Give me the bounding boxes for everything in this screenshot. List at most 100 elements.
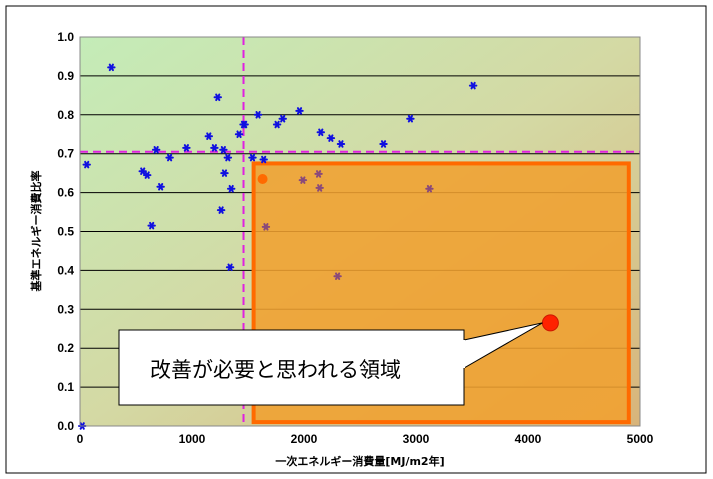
data-point bbox=[182, 144, 191, 152]
data-point bbox=[213, 93, 222, 102]
x-tick-label: 5000 bbox=[627, 432, 654, 446]
annotation-callout: 改善が必要と思われる領域 bbox=[118, 322, 543, 406]
data-point-core bbox=[381, 142, 386, 146]
data-point bbox=[259, 155, 268, 164]
y-tick-label: 0.4 bbox=[57, 263, 74, 277]
data-point-core bbox=[319, 130, 323, 135]
y-tick-label: 0.6 bbox=[57, 186, 74, 200]
data-point bbox=[156, 182, 165, 191]
data-point-core bbox=[256, 113, 260, 117]
data-point bbox=[468, 81, 478, 90]
data-point bbox=[138, 167, 147, 175]
data-point-core bbox=[229, 186, 233, 191]
data-point bbox=[147, 221, 156, 230]
data-point-core bbox=[237, 132, 241, 137]
data-point bbox=[316, 128, 325, 137]
data-point-core bbox=[207, 134, 211, 138]
data-point bbox=[278, 114, 287, 123]
data-point-core bbox=[222, 171, 227, 175]
y-tick-label: 0.2 bbox=[57, 341, 74, 355]
data-point bbox=[298, 176, 308, 184]
data-point-core bbox=[280, 116, 285, 121]
y-tick-label: 1.0 bbox=[57, 30, 74, 44]
data-point bbox=[216, 206, 226, 214]
data-point bbox=[248, 153, 257, 162]
data-point-core bbox=[167, 155, 172, 160]
data-point-core bbox=[261, 157, 266, 162]
data-point bbox=[336, 140, 346, 148]
data-point-core bbox=[212, 146, 217, 150]
data-point-core bbox=[140, 169, 145, 174]
highlighted-point-orange bbox=[257, 173, 268, 184]
x-tick-labels: 0 1000 2000 3000 4000 5000 bbox=[77, 432, 654, 446]
y-tick-label: 0.7 bbox=[57, 147, 74, 161]
data-point-core bbox=[316, 172, 321, 176]
x-tick-label: 3000 bbox=[403, 432, 430, 446]
data-point bbox=[143, 171, 152, 179]
data-point-core bbox=[339, 142, 343, 146]
data-point-core bbox=[275, 122, 279, 127]
data-point-core bbox=[84, 162, 89, 167]
reference-lines bbox=[80, 37, 640, 426]
data-point bbox=[210, 144, 219, 152]
data-point-core bbox=[149, 223, 154, 228]
data-point bbox=[223, 153, 233, 162]
data-point bbox=[227, 184, 236, 193]
highlighted-point-red bbox=[541, 314, 559, 332]
annotation-text: 改善が必要と思われる領域 bbox=[150, 358, 401, 382]
data-point-core bbox=[317, 186, 322, 190]
data-point bbox=[253, 111, 263, 119]
data-point-core bbox=[242, 122, 247, 127]
data-point-core bbox=[329, 136, 333, 140]
data-point bbox=[295, 107, 304, 115]
data-point-core bbox=[219, 208, 223, 212]
data-point bbox=[261, 223, 271, 231]
data-point bbox=[272, 120, 282, 129]
data-point bbox=[425, 184, 434, 193]
data-point-core bbox=[154, 148, 158, 152]
data-point-core bbox=[184, 146, 189, 150]
data-point bbox=[220, 169, 229, 177]
plot-frame bbox=[79, 36, 641, 427]
y-tick-label: 0.1 bbox=[57, 380, 74, 394]
y-tick-label: 0.8 bbox=[57, 108, 74, 122]
x-tick-label: 0 bbox=[77, 432, 84, 446]
data-point bbox=[82, 160, 91, 169]
data-point bbox=[315, 184, 324, 192]
data-point-core bbox=[335, 274, 340, 279]
data-point-core bbox=[226, 155, 230, 160]
data-point bbox=[219, 146, 228, 154]
data-point-core bbox=[471, 83, 475, 88]
data-point-core bbox=[408, 116, 413, 121]
data-point-core bbox=[109, 65, 114, 70]
x-axis-title: 一次エネルギー消費量[MJ/m2年] bbox=[275, 454, 444, 468]
data-point bbox=[151, 146, 161, 154]
callout-box bbox=[118, 329, 465, 406]
data-point-core bbox=[301, 178, 305, 182]
data-point-core bbox=[297, 109, 302, 113]
y-tick-label: 0.9 bbox=[57, 69, 74, 83]
data-point-core bbox=[221, 148, 226, 152]
data-point bbox=[326, 134, 336, 142]
y-tick-label: 0.5 bbox=[57, 225, 74, 239]
data-point bbox=[314, 170, 323, 178]
data-point bbox=[240, 120, 249, 129]
data-point-core bbox=[228, 265, 232, 270]
x-tick-label: 2000 bbox=[291, 432, 318, 446]
data-point bbox=[204, 132, 213, 140]
data-point-core bbox=[215, 95, 220, 100]
data-point bbox=[234, 130, 244, 139]
data-point-core bbox=[145, 173, 149, 177]
data-point-core bbox=[264, 225, 268, 229]
data-point bbox=[379, 140, 388, 148]
y-tick-label: 0.3 bbox=[57, 302, 74, 316]
data-point bbox=[333, 272, 342, 281]
data-point bbox=[165, 153, 174, 162]
y-tick-labels: 0.0 0.1 0.2 0.3 0.4 0.5 0.6 0.7 0.8 0.9 1.0 bbox=[57, 30, 74, 433]
x-tick-label: 1000 bbox=[179, 432, 206, 446]
y-axis-title: 基準エネルギー消費比率 bbox=[29, 171, 43, 293]
data-point-core bbox=[250, 155, 255, 160]
data-point bbox=[406, 114, 415, 123]
data-point-core bbox=[427, 186, 432, 191]
